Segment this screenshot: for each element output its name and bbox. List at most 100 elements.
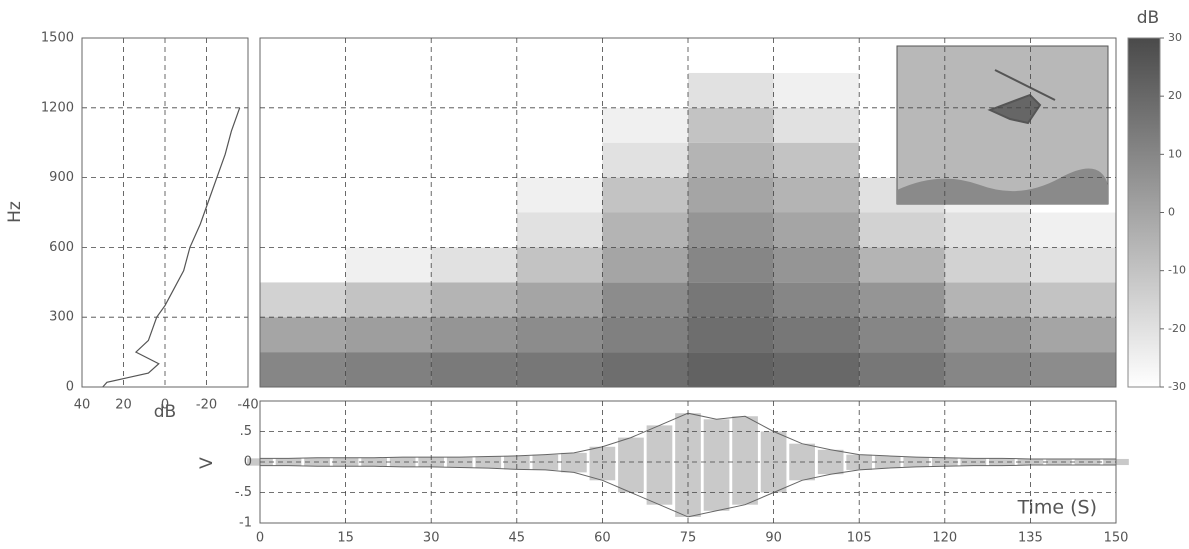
heatmap-cell: [944, 282, 1031, 318]
heatmap-cell: [602, 282, 688, 318]
heatmap-cell: [431, 72, 517, 108]
heatmap-cell: [859, 212, 945, 248]
x-tick-label: 135: [1018, 531, 1043, 546]
y-tick-label: 300: [49, 310, 74, 325]
waveform-envelope: [646, 425, 673, 505]
heatmap-cell: [602, 142, 688, 178]
heatmap-cell: [516, 212, 603, 248]
heatmap-cell: [431, 212, 517, 248]
colorbar-tick-label: -10: [1168, 264, 1186, 277]
heatmap-cell: [431, 177, 517, 213]
heatmap-cell: [431, 107, 517, 143]
colorbar-tick-label: -20: [1168, 322, 1186, 335]
waveform-envelope: [389, 457, 416, 467]
spectrum-line: [102, 107, 241, 388]
heatmap-cell: [345, 142, 432, 178]
y-tick-label: 0: [244, 455, 252, 470]
x-tick-label: 150: [1104, 531, 1129, 546]
heatmap-cell: [944, 352, 1031, 387]
y-tick-label: -1: [239, 516, 252, 531]
heatmap-cell: [944, 247, 1031, 283]
heatmap-cell: [516, 38, 603, 73]
colorbar-tick-label: 0: [1168, 206, 1175, 219]
heatmap-cell: [260, 212, 346, 248]
x-tick-label: 30: [423, 531, 440, 546]
heatmap-cell: [516, 282, 603, 318]
inset-photo-helicopter: [987, 69, 1056, 125]
x-tick-label: 105: [847, 531, 872, 546]
x-tick-label: 0: [256, 531, 264, 546]
waveform-envelope: [532, 454, 559, 470]
waveform-envelope: [618, 437, 644, 493]
x-axis-label: dB: [154, 402, 176, 422]
heatmap-cell: [688, 352, 774, 387]
heatmap-cell: [431, 352, 517, 387]
x-tick-label: 60: [594, 531, 611, 546]
colorbar-tick-label: 20: [1168, 89, 1182, 102]
heatmap-cell: [773, 317, 860, 353]
heatmap-cell: [431, 317, 517, 353]
heatmap-cell: [602, 38, 688, 73]
heatmap-cell: [602, 177, 688, 213]
heatmap-cell: [431, 38, 517, 73]
heatmap-cell: [859, 317, 945, 353]
x-tick-label: 45: [509, 531, 526, 546]
x-axis-label: Time (S): [1017, 497, 1097, 519]
heatmap-cell: [773, 107, 860, 143]
heatmap-cell: [516, 142, 603, 178]
waveform-envelope: [1017, 458, 1044, 466]
heatmap-cell: [260, 282, 346, 318]
heatmap-cell: [1030, 212, 1116, 248]
heatmap-cell: [944, 317, 1031, 353]
heatmap-cell: [1030, 282, 1116, 318]
heatmap-cell: [345, 282, 432, 318]
heatmap-cell: [260, 352, 346, 387]
inset-photo-clouds: [897, 168, 1108, 204]
heatmap-cell: [602, 247, 688, 283]
colorbar-tick-label: 10: [1168, 147, 1182, 160]
heatmap-cell: [345, 317, 432, 353]
heatmap-cell: [516, 177, 603, 213]
heatmap-cell: [345, 352, 432, 387]
colorbar-label: dB: [1137, 8, 1159, 28]
x-tick-label: 75: [680, 531, 697, 546]
heatmap-cell: [516, 72, 603, 108]
heatmap-cell: [431, 282, 517, 318]
heatmap-cell: [688, 177, 774, 213]
heatmap-cell: [944, 212, 1031, 248]
y-axis-label: Hz: [5, 201, 25, 223]
heatmap-cell: [773, 72, 860, 108]
heatmap-cell: [859, 282, 945, 318]
x-tick-label: 120: [932, 531, 957, 546]
heatmap-cell: [431, 247, 517, 283]
heatmap-cell: [688, 282, 774, 318]
heatmap-cell: [602, 212, 688, 248]
heatmap-cell: [516, 107, 603, 143]
waveform-envelope: [846, 454, 873, 470]
waveform-lower: [260, 464, 1116, 518]
heatmap-cell: [1030, 317, 1116, 353]
heatmap-cell: [602, 107, 688, 143]
heatmap-cell: [773, 247, 860, 283]
waveform-envelope: [903, 457, 930, 467]
y-axis-label: V: [197, 457, 217, 469]
colorbar-tick-label: 30: [1168, 31, 1182, 44]
x-tick-label: -40: [237, 398, 258, 413]
heatmap-cell: [260, 177, 346, 213]
y-tick-label: 1500: [41, 31, 74, 46]
heatmap-cell: [260, 317, 346, 353]
heatmap-cell: [260, 247, 346, 283]
heatmap-cell: [859, 352, 945, 387]
waveform-envelope: [703, 419, 730, 511]
colorbar-tick-label: -30: [1168, 380, 1186, 393]
waveform-envelope: [361, 457, 387, 467]
heatmap-cell: [688, 317, 774, 353]
y-tick-label: 0: [66, 380, 74, 395]
y-tick-label: 1200: [41, 100, 74, 115]
y-tick-label: .5: [240, 424, 252, 439]
y-tick-label: 600: [49, 240, 74, 255]
heatmap-cell: [859, 247, 945, 283]
colorbar: [1127, 37, 1161, 388]
x-tick-label: 15: [337, 531, 354, 546]
heatmap-cell: [345, 107, 432, 143]
